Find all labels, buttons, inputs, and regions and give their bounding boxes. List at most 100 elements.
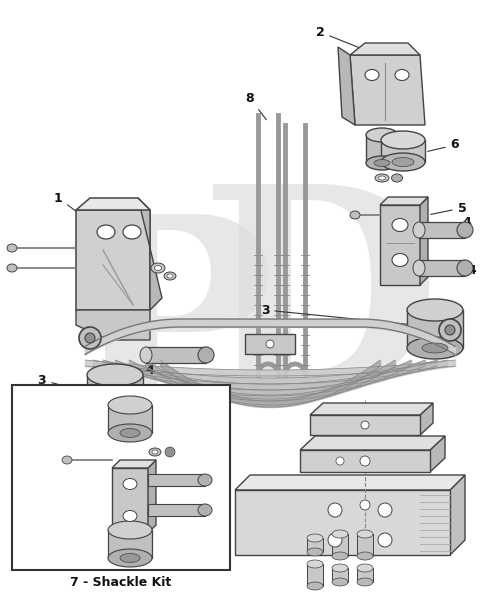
Ellipse shape bbox=[108, 424, 152, 442]
Polygon shape bbox=[108, 530, 152, 558]
Ellipse shape bbox=[198, 474, 212, 486]
Ellipse shape bbox=[392, 218, 408, 232]
Ellipse shape bbox=[361, 421, 369, 429]
Ellipse shape bbox=[407, 337, 463, 359]
Ellipse shape bbox=[140, 347, 152, 363]
Polygon shape bbox=[380, 197, 428, 205]
Polygon shape bbox=[148, 474, 205, 486]
Ellipse shape bbox=[332, 552, 348, 560]
Ellipse shape bbox=[79, 327, 101, 349]
Polygon shape bbox=[350, 43, 420, 55]
Ellipse shape bbox=[350, 211, 360, 219]
Ellipse shape bbox=[102, 408, 128, 418]
Polygon shape bbox=[338, 47, 355, 125]
Ellipse shape bbox=[307, 582, 323, 590]
Ellipse shape bbox=[413, 260, 425, 276]
Ellipse shape bbox=[151, 263, 165, 273]
Ellipse shape bbox=[392, 174, 402, 182]
Polygon shape bbox=[112, 460, 156, 468]
Ellipse shape bbox=[7, 264, 17, 272]
Text: 3: 3 bbox=[260, 304, 412, 325]
Text: 2: 2 bbox=[316, 25, 368, 51]
Ellipse shape bbox=[328, 503, 342, 517]
Polygon shape bbox=[112, 468, 148, 533]
Ellipse shape bbox=[85, 333, 95, 343]
Ellipse shape bbox=[123, 511, 137, 521]
Ellipse shape bbox=[62, 456, 72, 464]
Polygon shape bbox=[332, 534, 348, 556]
Ellipse shape bbox=[307, 548, 323, 556]
Ellipse shape bbox=[266, 340, 274, 348]
Ellipse shape bbox=[374, 160, 390, 166]
Polygon shape bbox=[310, 403, 433, 415]
Polygon shape bbox=[300, 450, 430, 472]
Ellipse shape bbox=[307, 560, 323, 568]
Ellipse shape bbox=[357, 530, 373, 538]
Polygon shape bbox=[357, 568, 373, 582]
Ellipse shape bbox=[336, 457, 344, 465]
Ellipse shape bbox=[307, 534, 323, 542]
Ellipse shape bbox=[123, 225, 141, 239]
Ellipse shape bbox=[395, 70, 409, 80]
Polygon shape bbox=[146, 347, 206, 363]
Polygon shape bbox=[419, 260, 465, 276]
Text: 4: 4 bbox=[450, 263, 476, 277]
Polygon shape bbox=[76, 198, 150, 210]
Ellipse shape bbox=[198, 504, 212, 516]
Text: 1: 1 bbox=[54, 191, 93, 223]
Polygon shape bbox=[148, 504, 205, 516]
Bar bbox=[245, 334, 295, 354]
Ellipse shape bbox=[7, 244, 17, 252]
Ellipse shape bbox=[154, 265, 162, 271]
Ellipse shape bbox=[378, 533, 392, 547]
Text: P: P bbox=[66, 205, 274, 475]
Polygon shape bbox=[366, 135, 398, 163]
Ellipse shape bbox=[392, 157, 414, 166]
Ellipse shape bbox=[357, 564, 373, 572]
Text: 4: 4 bbox=[450, 215, 471, 229]
Text: 5: 5 bbox=[430, 202, 466, 214]
Ellipse shape bbox=[332, 530, 348, 538]
Polygon shape bbox=[307, 564, 323, 586]
Ellipse shape bbox=[332, 578, 348, 586]
Polygon shape bbox=[87, 375, 143, 413]
Text: 6: 6 bbox=[428, 139, 460, 151]
Ellipse shape bbox=[123, 479, 137, 490]
Polygon shape bbox=[138, 198, 162, 310]
Ellipse shape bbox=[413, 222, 425, 238]
Ellipse shape bbox=[165, 447, 175, 457]
Ellipse shape bbox=[366, 128, 398, 142]
Ellipse shape bbox=[87, 364, 143, 386]
Polygon shape bbox=[450, 475, 465, 555]
Polygon shape bbox=[420, 197, 428, 285]
Polygon shape bbox=[76, 210, 150, 310]
Ellipse shape bbox=[87, 402, 143, 424]
Ellipse shape bbox=[164, 272, 176, 280]
Ellipse shape bbox=[378, 176, 386, 180]
Ellipse shape bbox=[328, 533, 342, 547]
Polygon shape bbox=[350, 55, 425, 125]
Polygon shape bbox=[148, 460, 156, 533]
Ellipse shape bbox=[198, 347, 214, 363]
Ellipse shape bbox=[381, 153, 425, 171]
Polygon shape bbox=[235, 475, 465, 490]
Polygon shape bbox=[235, 490, 450, 555]
Ellipse shape bbox=[357, 552, 373, 560]
Ellipse shape bbox=[422, 343, 448, 353]
Ellipse shape bbox=[357, 578, 373, 586]
Polygon shape bbox=[380, 205, 420, 285]
Polygon shape bbox=[310, 415, 420, 435]
Bar bbox=[12, 385, 230, 570]
Ellipse shape bbox=[360, 456, 370, 466]
Polygon shape bbox=[430, 436, 445, 472]
Text: D: D bbox=[200, 175, 440, 445]
Ellipse shape bbox=[392, 253, 408, 266]
Ellipse shape bbox=[108, 549, 152, 567]
Ellipse shape bbox=[457, 260, 473, 276]
Text: 8: 8 bbox=[246, 91, 266, 120]
Polygon shape bbox=[307, 538, 323, 552]
Text: 3: 3 bbox=[38, 373, 88, 392]
Polygon shape bbox=[108, 405, 152, 433]
Ellipse shape bbox=[108, 396, 152, 414]
Text: 7 - Shackle Kit: 7 - Shackle Kit bbox=[70, 575, 172, 589]
